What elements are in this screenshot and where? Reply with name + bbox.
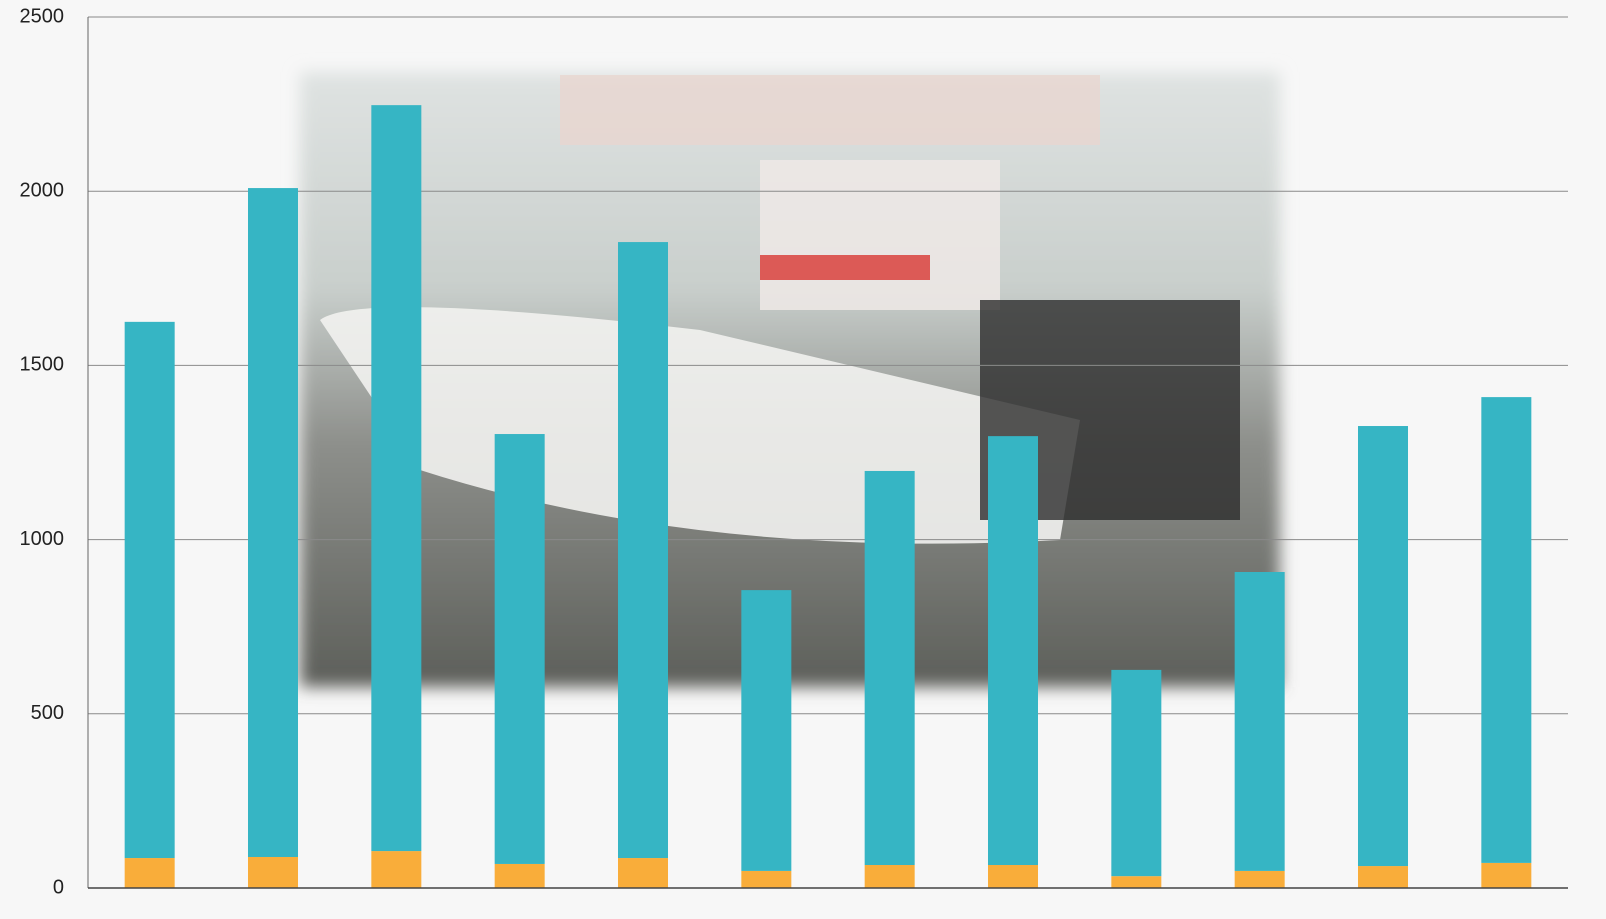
bar-segment [125,322,175,858]
bar-segment [1111,670,1161,876]
bar-segment [248,188,298,857]
bar-segment [248,857,298,888]
bar-segment [495,434,545,864]
bar-segment [865,471,915,865]
bar-segment [371,851,421,888]
bar-segment [371,105,421,851]
y-tick-label: 2000 [20,179,65,201]
bar-segment [865,865,915,888]
bar-segment [1111,876,1161,888]
bar-segment [1481,397,1531,863]
bar-segment [1358,426,1408,866]
bar-segment [1358,866,1408,888]
bar-segment [1481,863,1531,888]
bar-segment [1235,572,1285,871]
y-tick-label: 2500 [20,5,65,27]
bar-segment [495,864,545,888]
y-tick-label: 1000 [20,528,65,550]
bar-segment [988,436,1038,865]
y-tick-label: 0 [53,876,64,898]
chart: 0 500 1000 1500 2000 2500 [0,0,1606,919]
bar-segment [618,242,668,858]
bar-segment [988,865,1038,888]
bar-segment [125,858,175,888]
bar-segment [741,590,791,871]
bar-segment [741,871,791,888]
y-tick-label: 500 [31,702,64,724]
y-tick-label: 1500 [20,354,65,376]
page: {"chart_data": {"type": "stacked-bar", "… [0,0,1606,919]
bar-segment [1235,871,1285,888]
bar-segment [618,858,668,888]
